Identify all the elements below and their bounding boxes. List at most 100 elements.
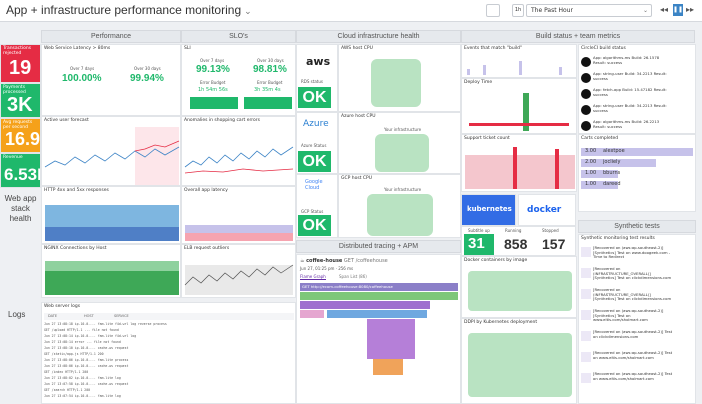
gcp-cpu-widget[interactable]: GCP host CPU Your infrastructure <box>338 174 461 238</box>
log-line[interactable]: Jun 27 13:08:02 ip-10-0-... fam-lite log <box>44 376 121 380</box>
synthetic-icon <box>581 289 591 299</box>
timeframe-select[interactable]: The Past Hour ⌄ <box>526 4 652 17</box>
synthetic-result-item[interactable]: [Recovered on (aws:ap-southeast-2)] Test… <box>593 350 673 360</box>
trace-span-block[interactable] <box>373 359 403 375</box>
transactions-rejected-widget[interactable]: Transactions rejected 19 <box>0 44 41 83</box>
log-line[interactable]: GET /index HTTP/1.1 200 <box>44 370 89 374</box>
deploy-time-widget[interactable]: Deploy Time <box>461 78 577 134</box>
trace-span[interactable] <box>300 301 430 309</box>
anomalies-widget[interactable]: Anomalies in shopping cart errors <box>181 116 296 186</box>
web-stack-text: Web app stack health <box>4 194 37 223</box>
latency-slo-widget[interactable]: Web Service Latency > 80ms Over 7 days O… <box>41 44 181 116</box>
pause-icon[interactable]: ❚❚ <box>673 4 683 16</box>
group-header-build[interactable]: Build status + team metrics <box>461 30 695 43</box>
elb-outliers-widget[interactable]: ELB request outliers <box>181 244 296 298</box>
widget-title: Payments processed <box>3 85 26 95</box>
cart-row[interactable]: 1.00 dareed <box>581 180 693 189</box>
widget-title: CircleCI build status <box>581 46 626 51</box>
build-events-widget[interactable]: Events that match "build" <box>461 44 577 78</box>
cart-row[interactable]: 1.00 bburns <box>581 169 693 178</box>
revenue-widget[interactable]: Revenue 6.53K <box>0 153 41 188</box>
logs-column-header[interactable]: HOST <box>84 314 94 318</box>
carts-completed-widget[interactable]: Carts completed 3.00 alextpoe 2.00 jocliely… <box>578 134 696 212</box>
forward-icon[interactable]: ▸▸ <box>686 5 695 14</box>
synthetic-widget[interactable]: Synthetic monitoring test results [Recov… <box>578 234 696 404</box>
azure-cpu-widget[interactable]: Azure host CPU Your infrastructure <box>338 112 461 174</box>
payments-processed-widget[interactable]: Payments processed 3K <box>0 83 41 118</box>
chevron-down-icon[interactable]: ⌄ <box>244 6 252 16</box>
trace-span[interactable] <box>327 310 427 318</box>
widget-title: NGINX Connections by Host <box>44 246 107 251</box>
cart-bar <box>581 181 619 189</box>
event-bar <box>483 65 486 75</box>
count-label: Stopped <box>542 228 559 233</box>
trace-span-root[interactable]: GET http://ecom-coffeehouse:8080/coffeeh… <box>300 283 458 291</box>
synthetic-icon <box>581 268 591 278</box>
build-status-item[interactable]: App: algorithms-ms Build: 26.2213 Result… <box>593 119 660 129</box>
synthetic-result-item[interactable]: [Recovered on (INFRASTRUCTURE_OVERALL)] … <box>593 287 672 301</box>
aws-status-widget[interactable]: aws RDS status OK <box>296 44 338 112</box>
azure-status-widget[interactable]: Azure Azure Status OK <box>296 112 338 174</box>
avg-requests-widget[interactable]: Avg requests per second 16.9 hits <box>0 118 41 153</box>
aws-cpu-widget[interactable]: AWS host CPU <box>338 44 461 112</box>
keyboard-icon[interactable] <box>486 4 500 17</box>
log-line[interactable]: GET /upload HTTP/1.1 ... file not found <box>44 328 119 332</box>
overall-latency-widget[interactable]: Overall app latency <box>181 186 296 244</box>
nginx-connections-widget[interactable]: NGINX Connections by Host <box>41 244 181 298</box>
http-errors-chart <box>45 205 179 241</box>
synthetic-result-item[interactable]: [Recovered on (INFRASTRUCTURE_OVERALL)] … <box>593 266 672 280</box>
log-line[interactable]: Jun 27 13:07:54 ip-10-0-... fam-lite log <box>44 394 121 398</box>
trace-widget[interactable]: ☕ coffee-house GET /coffeehouse Jun 27, … <box>296 254 461 404</box>
synthetic-result-item[interactable]: [Recovered on (aws:ap-southeast-2)] [Syn… <box>593 245 671 259</box>
widget-title: Avg requests per second <box>3 120 33 130</box>
cart-bar <box>581 159 656 167</box>
cart-row[interactable]: 3.00 alextpoe <box>581 147 693 156</box>
trace-span[interactable] <box>300 310 324 318</box>
log-line[interactable]: GET /static/app.js HTTP/1.1 200 <box>44 352 104 356</box>
forecast-widget[interactable]: Active user forecast <box>41 116 181 186</box>
group-header-slos[interactable]: SLO's <box>181 30 296 43</box>
widget-title: DDPI by Kubernetes deployment <box>464 320 538 325</box>
cart-row[interactable]: 2.00 jocliely <box>581 158 693 167</box>
synthetic-result-item[interactable]: [Recovered on (aws:ap-southeast-2)] Test… <box>593 371 673 381</box>
log-line[interactable]: Jun 27 13:07:58 ip-10-0-... cache-ws req… <box>44 382 129 386</box>
group-header-synthetic[interactable]: Synthetic tests <box>578 220 696 233</box>
log-line[interactable]: Jun 27 13:08:06 ip-10-0-... cache-ws req… <box>44 364 129 368</box>
build-status-item[interactable]: App: string-user Build: 34.2213 Result: … <box>593 103 667 113</box>
synthetic-icon <box>581 352 591 362</box>
group-header-performance[interactable]: Performance <box>41 30 181 43</box>
log-line[interactable]: Jun 27 13:08:18 ip-10-0-... fam-lite f4d… <box>44 322 167 326</box>
tab-span-list[interactable]: Span List (86) <box>339 274 367 279</box>
gcp-logo: Google Cloud <box>305 179 323 191</box>
tab-flame-graph[interactable]: Flame Graph <box>300 274 326 280</box>
log-line[interactable]: Jun 27 13:08:14 ip-10-0-... fam-lite f4d… <box>44 334 137 338</box>
build-status-item[interactable]: App: string-user Build: 34.2213 Result: … <box>593 71 667 81</box>
k8s-hexmap <box>468 333 572 397</box>
logs-column-header[interactable]: SERVICE <box>114 314 129 318</box>
logs-column-header[interactable]: DATE <box>48 314 58 318</box>
synthetic-result-item[interactable]: [Recovered on (aws:ap-southeast-2)] Test… <box>593 329 673 339</box>
circleci-widget[interactable]: CircleCI build status App: algorithms-ms… <box>578 44 696 134</box>
log-line[interactable]: Jun 27 13:08:06 ip-10-0-... fam-lite pro… <box>44 358 129 362</box>
timeframe-mode[interactable]: 1h <box>512 4 524 17</box>
log-line[interactable]: Jun 27 13:08:10 ip-10-0-... cache-ws req… <box>44 346 129 350</box>
service-name: coffee-house <box>306 258 343 264</box>
build-status-item[interactable]: App: fetch-app Build: 15.47182 Result: s… <box>593 87 667 97</box>
k8s-pods-widget[interactable]: DDPI by Kubernetes deployment <box>461 318 577 404</box>
group-header-cloud[interactable]: Cloud infrastructure health <box>296 30 461 43</box>
support-ticket-widget[interactable]: Support ticket count <box>461 134 577 192</box>
log-line[interactable]: Jun 27 13:08:14 error ... file not found <box>44 340 121 344</box>
web-server-logs-widget[interactable]: Web server logs DATE HOST SERVICE Jun 27 1… <box>41 302 296 404</box>
trace-span[interactable] <box>300 292 458 300</box>
synthetic-result-item[interactable]: [Recovered on (aws:ap-southeast-2)] [Syn… <box>593 308 664 322</box>
sli-widget[interactable]: SLI Over 7 days Over 30 days 99.13% 98.8… <box>181 44 296 116</box>
log-line[interactable]: GET /search HTTP/1.1 200 <box>44 388 91 392</box>
build-status-item[interactable]: App: algorithms-ms Build: 26.1578 Result… <box>593 55 660 65</box>
dashboard-title[interactable]: App + infrastructure performance monitor… <box>6 3 252 17</box>
gcp-status-widget[interactable]: Google Cloud GCP Status OK <box>296 174 338 238</box>
trace-span-block[interactable] <box>367 319 415 359</box>
http-errors-widget[interactable]: HTTP 4xx and 5xx responses <box>41 186 181 244</box>
rewind-icon[interactable]: ◂◂ <box>660 5 669 14</box>
docker-containers-widget[interactable]: Docker containers by image <box>461 256 577 318</box>
group-header-tracing[interactable]: Distributed tracing + APM <box>296 240 461 253</box>
